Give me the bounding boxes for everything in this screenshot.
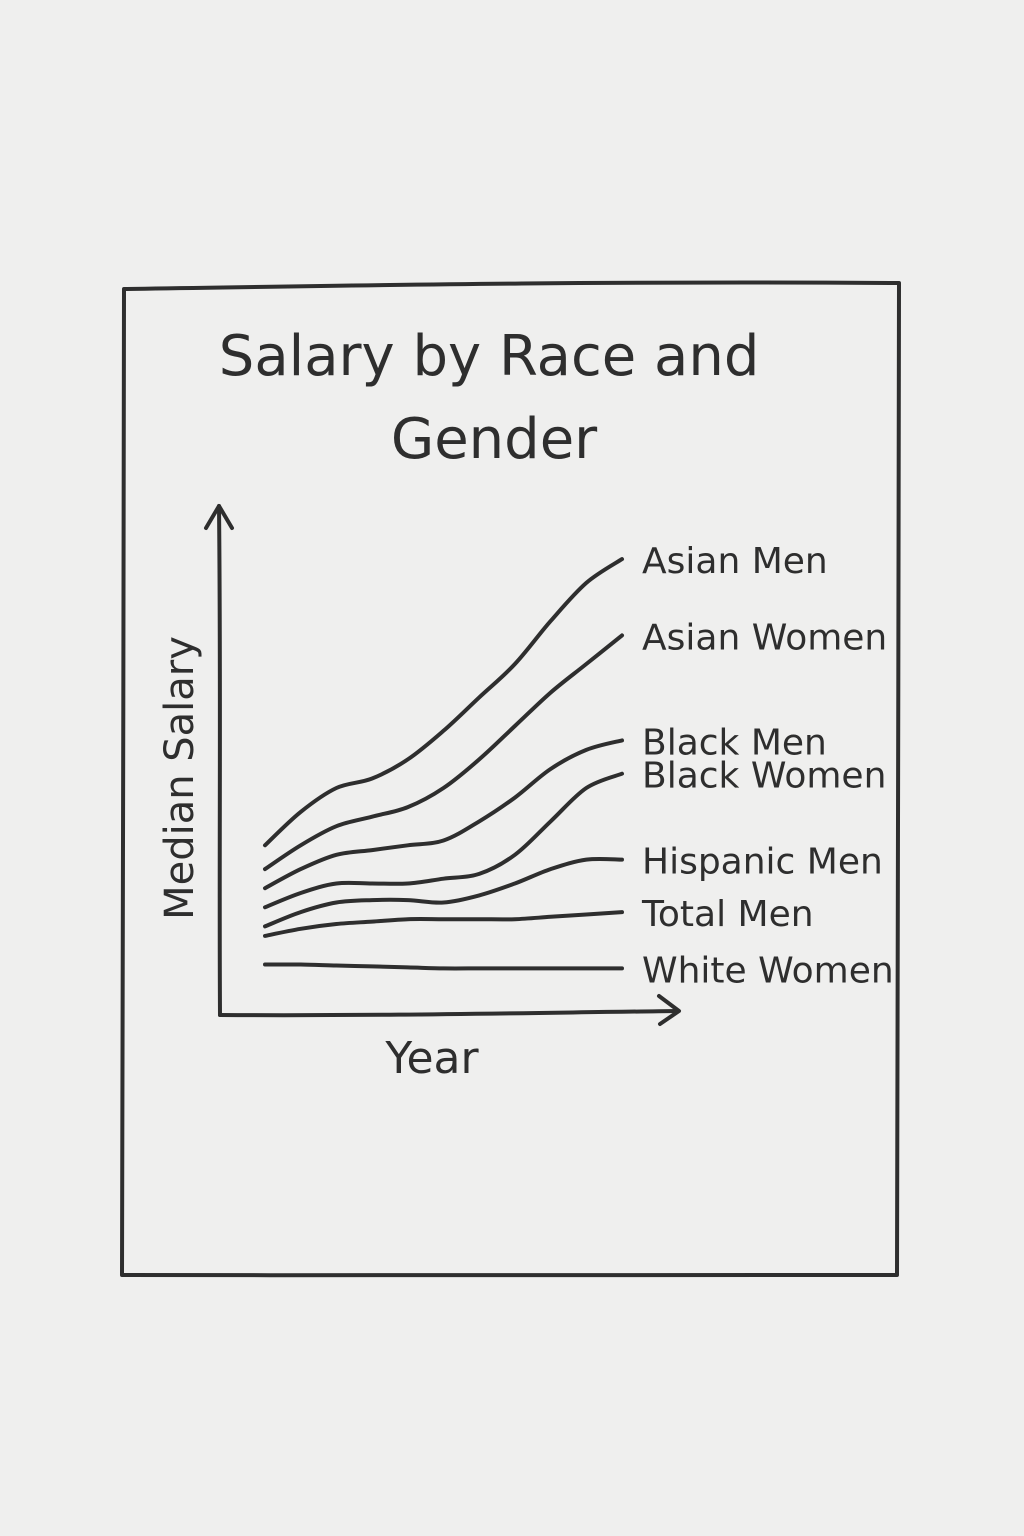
series-line-white-women bbox=[263, 962, 624, 971]
series-line-black-women bbox=[263, 771, 624, 910]
series-line-hispanic-men bbox=[263, 856, 624, 929]
chart-title: Salary by Race and Gender bbox=[219, 324, 777, 472]
y-axis-label: Median Salary bbox=[157, 636, 203, 920]
x-axis-label: Year bbox=[384, 1033, 479, 1084]
series-label-hispanic-men: Hispanic Men bbox=[642, 842, 883, 883]
series-label-total-men: Total Men bbox=[641, 894, 814, 935]
series-label-asian-men: Asian Men bbox=[642, 541, 828, 582]
series-label-asian-women: Asian Women bbox=[642, 617, 887, 658]
series-label-black-women: Black Women bbox=[642, 756, 886, 797]
series-line-total-men bbox=[263, 910, 624, 938]
chart-title-line-2: Gender bbox=[391, 407, 598, 472]
x-axis bbox=[218, 1009, 680, 1018]
y-axis-arrowhead bbox=[204, 504, 234, 530]
series-label-white-women: White Women bbox=[642, 950, 894, 991]
series-line-black-men bbox=[263, 738, 624, 891]
series-label-black-men: Black Men bbox=[642, 722, 827, 763]
chart-title-line-1: Salary by Race and bbox=[219, 324, 760, 389]
series-line-asian-women bbox=[263, 633, 624, 872]
chart-frame bbox=[120, 280, 901, 1278]
x-axis-arrowhead bbox=[657, 994, 681, 1026]
y-axis bbox=[217, 504, 222, 1017]
series-line-asian-men bbox=[263, 557, 624, 848]
